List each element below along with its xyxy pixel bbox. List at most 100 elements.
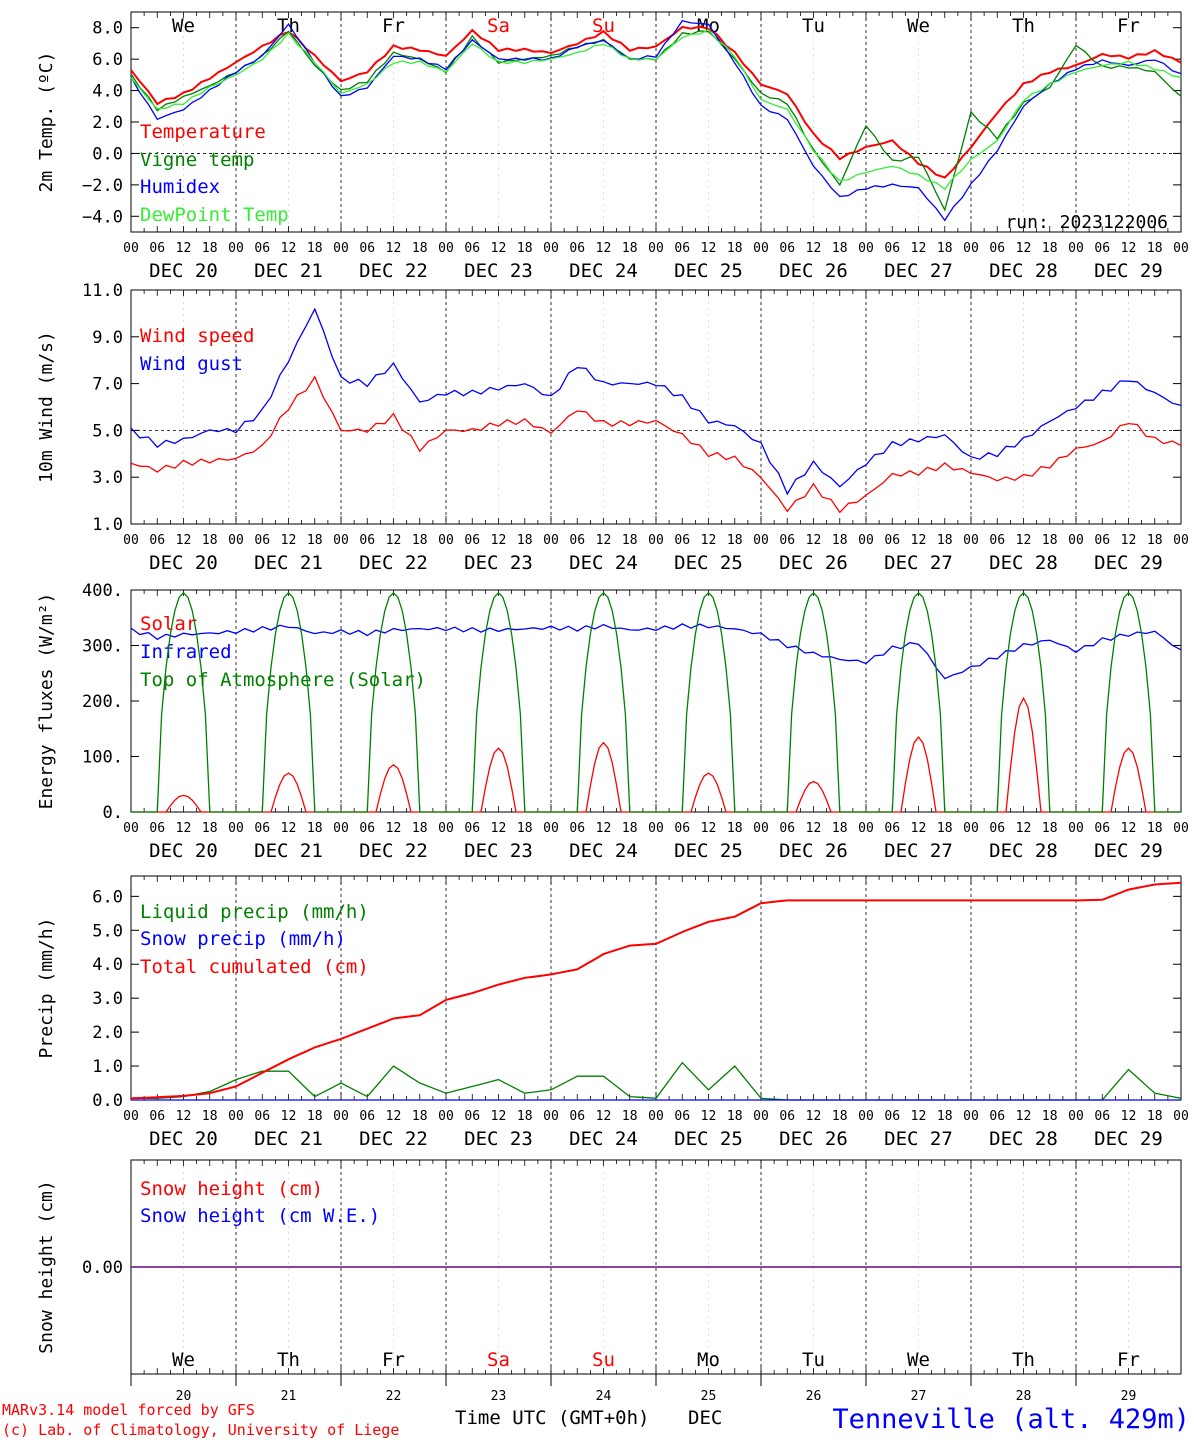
hour-tick-label: 06 [254, 821, 270, 836]
hour-tick-label: 06 [569, 821, 585, 836]
hour-tick-label: 18 [727, 533, 743, 548]
date-label: DEC 29 [1094, 840, 1163, 862]
hour-tick-label: 00 [1068, 533, 1084, 548]
hour-tick-label: 18 [937, 1109, 953, 1124]
day-number-label: 29 [1121, 1389, 1137, 1404]
hour-tick-label: 18 [517, 533, 533, 548]
y-tick-label: 0.00 [82, 1258, 123, 1278]
hour-tick-label: 06 [569, 1109, 585, 1124]
day-of-week-label: Th [277, 1349, 300, 1371]
hour-tick-label: 00 [1068, 1109, 1084, 1124]
hour-tick-label: 00 [228, 533, 244, 548]
panel-temperature: −4.0 −2.0 0.0 2.0 4.0 6.0 8.0 2m Temp. (ºC) 00 06… [36, 11, 1189, 282]
date-label: DEC 26 [779, 552, 848, 574]
hour-tick-label: 00 [543, 241, 559, 256]
series-line-infrared [130, 623, 1182, 680]
model-credit: MARv3.14 model forced by GFS [2, 1401, 255, 1419]
hour-tick-label: 06 [884, 821, 900, 836]
hour-tick-label: 06 [149, 821, 165, 836]
station-title: Tenneville (alt. 429m) [832, 1404, 1190, 1435]
hour-tick-label: 06 [1094, 1109, 1110, 1124]
x-axis-label: Time UTC (GMT+0h) [455, 1407, 649, 1429]
legend-entry: Total cumulated (cm) [140, 956, 369, 978]
date-label: DEC 23 [464, 552, 533, 574]
y-tick-label: 1.0 [92, 1057, 123, 1077]
date-label: DEC 26 [779, 260, 848, 282]
date-label: DEC 20 [149, 840, 218, 862]
hour-tick-label: 12 [1121, 533, 1137, 548]
day-of-week-label: Su [592, 1349, 615, 1371]
hour-tick-label: 18 [412, 821, 428, 836]
hour-tick-label: 06 [359, 241, 375, 256]
legend-entry: Infrared [140, 641, 232, 663]
lab-credit: (c) Lab. of Climatology, University of L… [2, 1421, 399, 1439]
hour-tick-label: 00 [1173, 821, 1189, 836]
legend-entry: Wind speed [140, 325, 254, 347]
hour-tick-label: 06 [254, 533, 270, 548]
y-tick-label: 2.0 [92, 113, 123, 133]
date-label: DEC 26 [779, 1128, 848, 1150]
date-label: DEC 28 [989, 840, 1058, 862]
y-tick-label: 400. [82, 581, 123, 601]
date-label: DEC 21 [254, 840, 323, 862]
hour-tick-label: 18 [727, 1109, 743, 1124]
date-label: DEC 29 [1094, 260, 1163, 282]
hour-tick-label: 18 [517, 1109, 533, 1124]
hour-tick-label: 06 [149, 1109, 165, 1124]
date-label: DEC 21 [254, 552, 323, 574]
day-of-week-label: We [907, 15, 930, 37]
date-label: DEC 25 [674, 1128, 743, 1150]
day-of-week-label: We [172, 1349, 195, 1371]
y-axis-label: Snow height (cm) [36, 1180, 57, 1353]
date-label: DEC 22 [359, 552, 428, 574]
hour-tick-label: 18 [517, 241, 533, 256]
hour-tick-label: 00 [123, 241, 139, 256]
legend-entry: Temperature [140, 121, 266, 143]
hour-tick-label: 00 [543, 821, 559, 836]
hour-tick-label: 18 [1147, 533, 1163, 548]
panel-wind: 1.0 3.0 5.0 7.0 9.0 11.0 10m Wind (m/s) 00 06 12 1… [36, 281, 1189, 574]
hour-tick-label: 12 [1016, 1109, 1032, 1124]
hour-tick-label: 18 [202, 241, 218, 256]
day-number-label: 24 [596, 1389, 612, 1404]
y-tick-label: 3.0 [92, 468, 123, 488]
day-number-label: 22 [386, 1389, 402, 1404]
hour-tick-label: 00 [753, 533, 769, 548]
hour-tick-label: 18 [1042, 533, 1058, 548]
legend-entry: Wind gust [140, 353, 243, 375]
hour-tick-label: 00 [753, 821, 769, 836]
hour-tick-label: 06 [464, 1109, 480, 1124]
hour-tick-label: 12 [806, 533, 822, 548]
hour-tick-label: 06 [1094, 241, 1110, 256]
hour-tick-label: 12 [1121, 241, 1137, 256]
date-label: DEC 23 [464, 1128, 533, 1150]
hour-tick-label: 12 [281, 241, 297, 256]
day-of-week-label: Sa [487, 1349, 510, 1371]
y-tick-label: 7.0 [92, 375, 123, 395]
y-tick-label: 0. [103, 803, 123, 823]
series-line-wind-gust [130, 307, 1182, 496]
hour-tick-label: 06 [464, 533, 480, 548]
date-label: DEC 28 [989, 552, 1058, 574]
hour-tick-label: 12 [596, 241, 612, 256]
date-label: DEC 27 [884, 1128, 953, 1150]
y-axis-label: Energy fluxes (W/m²) [36, 593, 57, 810]
hour-tick-label: 06 [149, 533, 165, 548]
hour-tick-label: 00 [858, 533, 874, 548]
day-of-week-label: Fr [1117, 15, 1140, 37]
hour-tick-label: 06 [779, 1109, 795, 1124]
hour-tick-label: 00 [858, 241, 874, 256]
hour-tick-label: 18 [1147, 241, 1163, 256]
day-of-week-label: Fr [382, 15, 405, 37]
y-tick-label: 300. [82, 637, 123, 657]
y-axis-label: Precip (mm/h) [36, 918, 57, 1059]
hour-tick-label: 12 [176, 533, 192, 548]
hour-tick-label: 06 [989, 821, 1005, 836]
hour-tick-label: 18 [307, 241, 323, 256]
hour-tick-label: 12 [911, 241, 927, 256]
y-tick-label: 3.0 [92, 989, 123, 1009]
date-label: DEC 24 [569, 840, 638, 862]
legend-entry: Snow precip (mm/h) [140, 928, 346, 950]
hour-tick-label: 00 [648, 241, 664, 256]
